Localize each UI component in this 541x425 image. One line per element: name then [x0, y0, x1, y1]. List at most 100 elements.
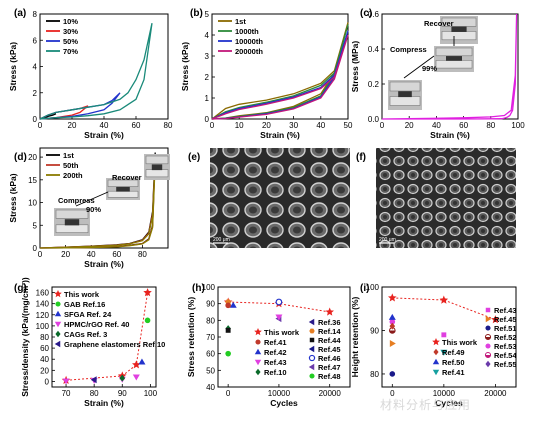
series-line: [228, 301, 330, 313]
marker-tri-down: [254, 359, 262, 366]
x-tick-label: 80: [164, 121, 173, 130]
marker-tri-down: [54, 321, 62, 328]
y-tick-label: 8: [33, 10, 38, 19]
marker-circle: [389, 371, 396, 377]
x-tick-label: 40: [432, 121, 441, 130]
photo-plate: [145, 169, 169, 178]
marker-tri-left: [308, 318, 315, 326]
legend-label: 10000th: [235, 37, 263, 46]
panel-e: (e) 200 μm: [188, 148, 350, 248]
y-tick-label: 160: [36, 289, 50, 298]
x-tick-label: 100: [511, 121, 525, 130]
legend-label: This work: [442, 338, 478, 347]
panel-b-xlabel: Strain (%): [260, 130, 300, 140]
photo-top: [435, 47, 473, 57]
panel-d-frame: [39, 147, 169, 249]
marker-circle-half: [484, 351, 492, 359]
series-line: [211, 24, 349, 120]
marker-circle-half: [389, 327, 396, 334]
panel-b-ylabel: Stress (kPa): [180, 42, 190, 91]
x-tick-label: 20: [405, 121, 414, 130]
x-tick-label: 0: [380, 121, 385, 130]
legend-label: Ref.43: [264, 358, 287, 367]
photo-plate: [389, 96, 421, 106]
marker-triangle: [54, 310, 62, 317]
marker-tri-right: [485, 315, 492, 323]
legend-label: This work: [64, 290, 100, 299]
legend-label: Ref.36: [318, 318, 341, 327]
marker-triangle: [432, 358, 440, 365]
legend-label: Ref.46: [318, 354, 341, 363]
x-tick-label: 60: [112, 250, 121, 259]
x-tick-label: 40: [316, 121, 325, 130]
legend-label: Ref.41: [264, 338, 287, 347]
legend-label: 10%: [63, 17, 78, 26]
photo-plate: [55, 224, 89, 233]
x-tick-label: 0: [226, 389, 231, 398]
y-tick-label: 60: [40, 344, 49, 353]
y-tick-label: 50: [206, 366, 215, 375]
legend-label: Ref.10: [264, 368, 287, 377]
marker-half-fill: [485, 355, 491, 358]
series-line: [211, 22, 349, 120]
x-tick-label: 20000: [319, 389, 342, 398]
y-tick-label: 140: [36, 300, 50, 309]
legend-label: 20000th: [235, 47, 263, 56]
y-tick-label: 80: [40, 333, 49, 342]
y-tick-label: 3: [205, 52, 210, 61]
panel-i-label: (i): [360, 283, 369, 294]
marker-circle: [309, 373, 315, 379]
x-tick-label: 80: [90, 389, 99, 398]
legend-label: Ref.45: [494, 315, 517, 324]
x-tick-label: 70: [62, 389, 71, 398]
photo-top: [55, 209, 89, 219]
photo-sample: [116, 186, 130, 192]
inset-photo-recover: [144, 154, 170, 180]
y-tick-label: 20: [28, 153, 37, 162]
marker-star: [325, 307, 334, 316]
legend-label: 1000th: [235, 27, 259, 36]
legend-label: Ref.50: [442, 358, 465, 367]
panel-h-ylabel: Stress retention (%): [186, 297, 196, 377]
marker-diamond: [119, 374, 126, 382]
photo-plate: [441, 31, 477, 41]
legend-label: 50th: [63, 161, 79, 170]
y-tick-label: 5: [205, 10, 210, 19]
marker-circle: [144, 317, 151, 324]
marker-circle-half: [484, 333, 492, 341]
y-tick-label: 2: [33, 89, 38, 98]
y-tick-label: 0.6: [368, 10, 380, 19]
panel-d: (d) 0 20 40 60 80 0 5 10 15 20 Strain (%) Stress (kP…: [8, 147, 170, 269]
x-tick-label: 10000: [433, 389, 456, 398]
y-tick-label: 0: [33, 244, 38, 253]
legend-label: Ref.43: [494, 306, 517, 315]
y-tick-label: 0: [205, 115, 210, 124]
panel-b-frame: [211, 13, 349, 120]
photo-top: [107, 179, 139, 187]
photo-sample: [398, 90, 412, 98]
annot-recover: Recover: [112, 173, 142, 182]
panel-a: (a) 0 20 40 60 80 0 2 4 6 8 Strain (%) Stress (kPa) 1…: [8, 8, 173, 140]
series-line: [39, 23, 153, 120]
legend-label: Ref.14: [318, 327, 341, 336]
y-tick-label: 20: [40, 366, 49, 375]
legend-label: This work: [264, 328, 300, 337]
marker-circle: [485, 343, 491, 349]
photo-sample: [446, 55, 462, 61]
panel-h: (h) 0 10000 20000 40 50 60 70 80 90 100 Cycles Stres…: [186, 283, 351, 408]
series-line: [392, 297, 496, 321]
x-tick-label: 100: [144, 389, 158, 398]
panel-g-label: (g): [14, 283, 27, 294]
panel-c-label: (c): [360, 8, 372, 19]
panel-a-frame: [39, 13, 169, 120]
photo-sample: [151, 164, 163, 171]
marker-triangle: [388, 313, 396, 320]
marker-square: [225, 327, 231, 333]
panel-g-xlabel: Strain (%): [84, 398, 124, 408]
marker-triangle: [229, 301, 237, 308]
legend-label: Graphene elastomers Ref.10: [64, 340, 165, 349]
photo-plate: [435, 59, 473, 69]
y-tick-label: 100: [366, 283, 380, 292]
y-tick-label: 80: [206, 316, 215, 325]
